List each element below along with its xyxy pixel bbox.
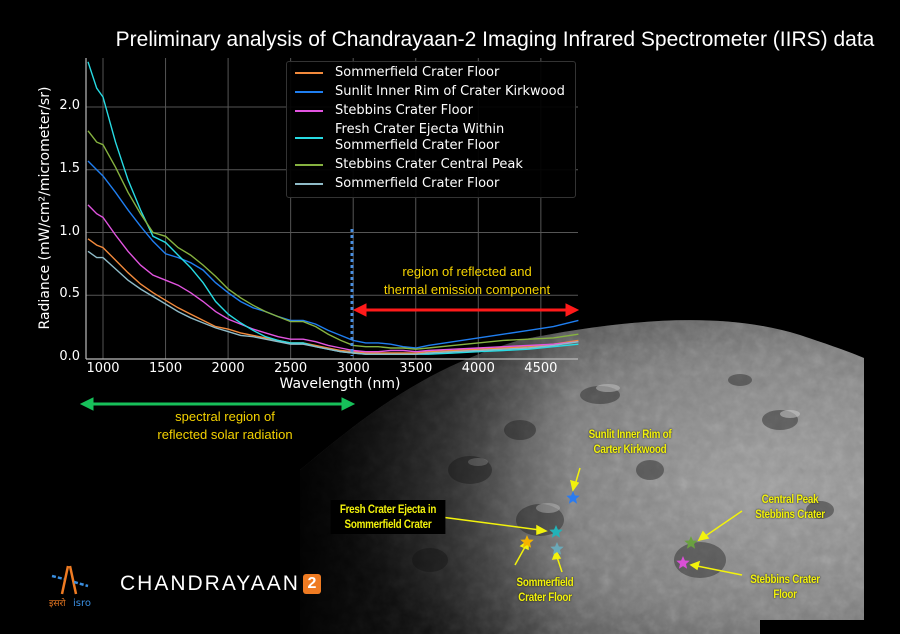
isro-logo-icon: इसरो isro bbox=[49, 565, 91, 609]
chart-legend: Sommerfield Crater Floor Sunlit Inner Ri… bbox=[286, 61, 576, 198]
label-line: Sommerfield bbox=[516, 575, 574, 589]
y-tick-label: 0.0 bbox=[59, 349, 80, 364]
legend-label: Sommerfield Crater Floor bbox=[335, 65, 500, 80]
brand-name: CHANDRAYAAN bbox=[120, 572, 300, 595]
thermal-label-line1: region of reflected and bbox=[402, 264, 532, 279]
legend-label: Stebbins Crater Floor bbox=[335, 103, 473, 118]
star-marker-icon bbox=[550, 542, 564, 555]
legend-swatch bbox=[295, 91, 323, 93]
label-line: Crater Floor bbox=[518, 590, 572, 604]
x-tick-label: 2500 bbox=[274, 361, 308, 376]
legend-label: Sommerfield Crater Floor bbox=[335, 176, 500, 191]
label-line: Fresh Crater Ejecta in bbox=[339, 502, 437, 516]
legend-swatch bbox=[295, 72, 323, 74]
x-tick-label: 2000 bbox=[211, 361, 245, 376]
chart-axes bbox=[85, 58, 578, 360]
map-pointer-arrows bbox=[440, 467, 743, 576]
legend-item: Sunlit Inner Rim of Crater Kirkwood bbox=[293, 84, 575, 100]
page-title: Preliminary analysis of Chandrayaan-2 Im… bbox=[115, 28, 875, 51]
label-sommerfield-floor: Sommerfield Crater Floor bbox=[500, 575, 590, 605]
location-markers bbox=[520, 491, 698, 569]
y-tick-label: 1.5 bbox=[59, 160, 80, 176]
solar-region-label: spectral region of reflected solar radia… bbox=[130, 408, 320, 444]
chandrayaan-2-logo: CHANDRAYAAN 2 bbox=[120, 572, 321, 596]
y-tick-label: 2.0 bbox=[59, 98, 80, 113]
solar-label-line1: spectral region of bbox=[175, 409, 275, 424]
legend-swatch bbox=[295, 110, 323, 112]
legend-item: Stebbins Crater Central Peak bbox=[293, 157, 575, 173]
y-axis-label: Radiance (mW/cm²/micrometer/sr) bbox=[37, 86, 53, 330]
star-marker-icon bbox=[549, 525, 563, 538]
series-line bbox=[87, 204, 579, 353]
star-marker-icon bbox=[684, 536, 698, 549]
thermal-region-label: region of reflected and thermal emission… bbox=[362, 263, 572, 299]
label-line: Sunlit Inner Rim of bbox=[588, 427, 672, 441]
label-line: Carter Kirkwood bbox=[593, 442, 667, 456]
label-kirkwood: Sunlit Inner Rim of Carter Kirkwood bbox=[577, 427, 684, 457]
series-line bbox=[87, 130, 579, 350]
legend-label: Stebbins Crater Central Peak bbox=[335, 157, 523, 172]
spectral-lines bbox=[87, 61, 579, 355]
x-tick-label: 3500 bbox=[399, 361, 433, 376]
legend-swatch bbox=[295, 164, 323, 166]
label-line: Stebbins Crater bbox=[750, 572, 820, 586]
series-line bbox=[87, 61, 579, 355]
legend-item: Stebbins Crater Floor bbox=[293, 103, 575, 119]
series-line bbox=[87, 250, 579, 355]
star-marker-icon bbox=[676, 556, 690, 569]
x-tick-label: 1000 bbox=[86, 361, 120, 376]
svg-text:इसरो: इसरो bbox=[49, 597, 66, 609]
label-central-peak: Central Peak Stebbins Crater bbox=[745, 492, 835, 522]
x-tick-label: 1500 bbox=[149, 361, 183, 376]
legend-item: Sommerfield Crater Floor bbox=[293, 65, 575, 81]
series-line bbox=[87, 160, 579, 349]
x-axis-label: Wavelength (nm) bbox=[279, 376, 401, 392]
star-marker-icon bbox=[566, 491, 580, 504]
label-fresh-ejecta: Fresh Crater Ejecta in Sommerfield Crate… bbox=[330, 500, 446, 534]
legend-label: Fresh Crater Ejecta Within Sommerfield C… bbox=[335, 122, 505, 153]
x-tick-label: 4000 bbox=[461, 361, 495, 376]
x-tick-label: 4500 bbox=[524, 361, 558, 376]
svg-text:isro: isro bbox=[73, 598, 91, 609]
label-line: Floor bbox=[773, 587, 797, 601]
thermal-label-line2: thermal emission component bbox=[383, 282, 551, 297]
brand-number: 2 bbox=[302, 574, 321, 594]
label-line: Sommerfield Crater bbox=[344, 517, 432, 531]
y-tick-label: 0.5 bbox=[59, 286, 80, 302]
label-line: Central Peak bbox=[761, 492, 819, 506]
star-marker-icon bbox=[520, 535, 534, 548]
legend-swatch bbox=[295, 183, 323, 185]
thermal-region-arrow bbox=[352, 303, 580, 317]
y-tick-label: 1.0 bbox=[59, 223, 80, 239]
legend-label: Sunlit Inner Rim of Crater Kirkwood bbox=[335, 84, 565, 99]
solar-region-arrow bbox=[79, 397, 356, 411]
legend-item: Sommerfield Crater Floor bbox=[293, 176, 575, 192]
label-stebbins-floor: Stebbins Crater Floor bbox=[740, 572, 830, 602]
legend-swatch bbox=[295, 137, 323, 139]
label-line: Stebbins Crater bbox=[755, 507, 825, 521]
legend-item: Fresh Crater Ejecta Within Sommerfield C… bbox=[293, 122, 575, 154]
solar-label-line2: reflected solar radiation bbox=[157, 427, 293, 442]
x-tick-label: 3000 bbox=[336, 361, 370, 376]
